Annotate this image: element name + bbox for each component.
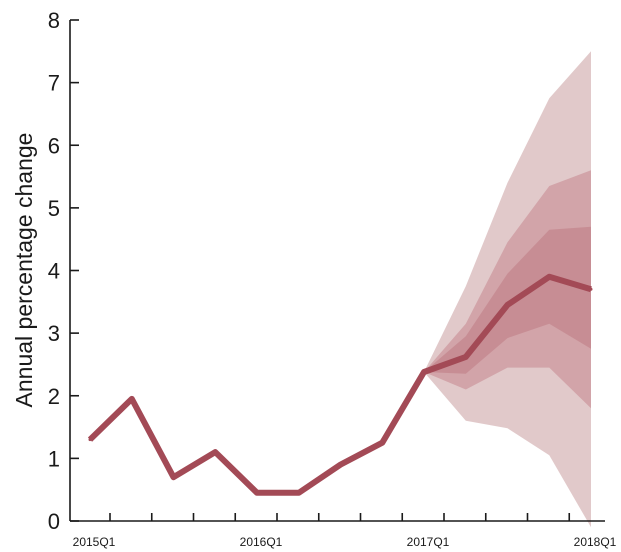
fan-bands — [424, 51, 591, 528]
y-tick-label: 0 — [48, 509, 60, 534]
data-point — [339, 463, 342, 467]
x-tick-label: 2015Q1 — [73, 535, 116, 549]
data-point — [88, 438, 92, 442]
data-point — [130, 397, 134, 401]
data-point — [506, 303, 509, 307]
y-axis-title: Annual percentage change — [11, 133, 37, 408]
data-point — [422, 370, 426, 374]
y-tick-label: 3 — [48, 321, 60, 346]
y-tick-label: 1 — [48, 446, 60, 471]
y-ticks: 0 1 2 3 4 5 6 7 8 — [48, 8, 79, 534]
x-ticks: 2015Q1 2016Q1 2017Q1 2018Q1 — [73, 513, 617, 549]
data-point — [380, 441, 384, 445]
y-tick-label: 6 — [48, 133, 60, 158]
y-tick-label: 2 — [48, 384, 60, 409]
fan-band-inner — [424, 226, 591, 374]
y-tick-label: 5 — [48, 196, 60, 221]
y-tick-label: 7 — [48, 71, 60, 96]
data-point — [297, 491, 301, 495]
data-point — [547, 275, 551, 279]
x-tick-label: 2016Q1 — [240, 535, 283, 549]
data-point — [213, 450, 217, 454]
data-point — [464, 355, 468, 359]
x-tick-label: 2017Q1 — [407, 535, 450, 549]
x-tick-label: 2018Q1 — [574, 535, 617, 549]
data-point — [172, 475, 175, 479]
y-tick-label: 8 — [48, 8, 60, 33]
data-point — [589, 287, 593, 291]
data-point — [255, 491, 259, 495]
series-lines — [87, 273, 593, 496]
y-tick-label: 4 — [48, 259, 60, 284]
